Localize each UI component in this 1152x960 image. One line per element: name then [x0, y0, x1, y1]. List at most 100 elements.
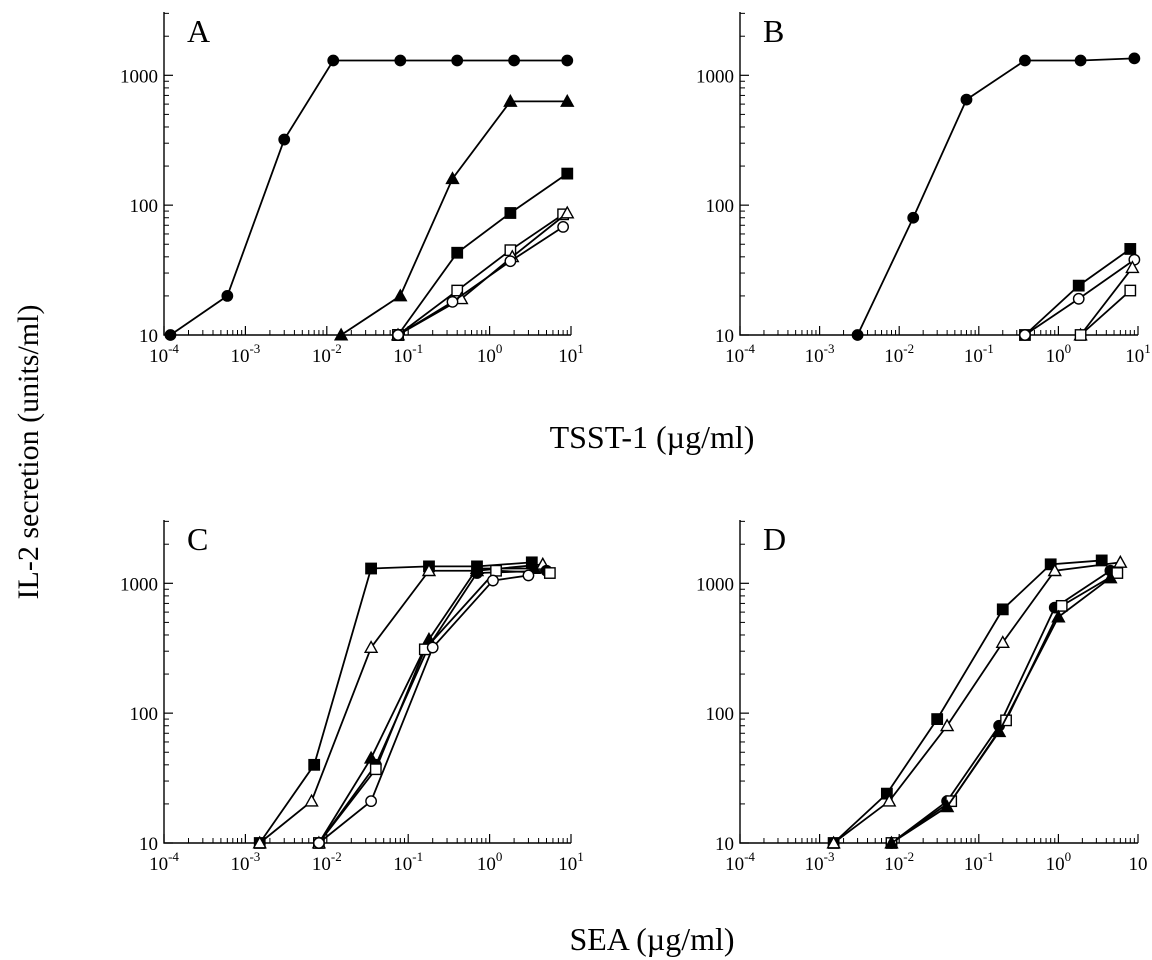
x-tick-label: 101: [558, 341, 584, 367]
series-line: [397, 213, 564, 336]
y-tick-label: 10: [715, 834, 734, 855]
y-tick-label: 10: [139, 834, 158, 855]
data-point: [1019, 54, 1031, 67]
x-tick-label: 10-2: [884, 341, 914, 367]
series-filled-triangle: [884, 570, 1118, 849]
data-point: [557, 221, 570, 233]
data-point: [504, 207, 517, 219]
data-point: [504, 255, 517, 268]
panel-label: A: [187, 13, 210, 49]
data-point: [1103, 570, 1118, 584]
data-point: [508, 54, 521, 67]
series-line: [890, 577, 1111, 844]
data-point: [1074, 54, 1087, 67]
data-point: [421, 563, 437, 577]
x-tick-label: 10-3: [230, 849, 260, 875]
panel-c: 10-4 10-3 10-2 10-1 100 101 10 100 1000 C: [120, 520, 584, 875]
data-point: [960, 93, 973, 106]
series-line: [318, 569, 550, 844]
series-line: [833, 559, 1102, 844]
series-filled-circle: [851, 52, 1141, 341]
x-tick-label: 10-4: [725, 849, 755, 875]
x-tick-label: 10-3: [805, 341, 835, 367]
y-tick-label: 100: [706, 196, 735, 217]
series-filled-square: [827, 554, 1108, 849]
data-point: [939, 718, 955, 732]
data-point: [392, 329, 404, 341]
data-point: [1125, 260, 1140, 274]
x-tick-label: 10-1: [393, 849, 423, 875]
series-filled-triangle: [333, 93, 575, 341]
data-point: [882, 793, 897, 807]
y-tick-label: 1000: [696, 574, 734, 595]
data-point: [1111, 567, 1124, 579]
data-point: [490, 564, 502, 577]
series-line: [259, 563, 543, 844]
series-line: [1079, 267, 1134, 336]
x-tick-label: 10-2: [884, 849, 914, 875]
panel-b: 10-4 10-3 10-2 10-1 100 101 10 100 1000 B: [696, 12, 1151, 367]
data-point: [487, 574, 499, 587]
data-point: [164, 329, 177, 341]
x-tick-label: 100: [477, 849, 503, 875]
y-tick-label: 1000: [120, 574, 158, 595]
data-point: [333, 327, 349, 341]
panels: 10-4 10-3 10-2 10-1 100 101 10 100 1000 A 10-4 10-3…: [120, 12, 1151, 875]
x-tick-label: 10: [1129, 854, 1148, 875]
data-point: [826, 835, 841, 849]
data-point: [522, 569, 535, 582]
data-point: [1044, 558, 1057, 571]
data-point: [221, 290, 234, 302]
data-point: [561, 167, 574, 180]
series-line: [397, 172, 568, 336]
data-point: [503, 93, 518, 107]
series-line: [258, 561, 532, 844]
data-point: [543, 567, 556, 579]
data-point: [1055, 599, 1068, 612]
data-point: [393, 288, 408, 302]
series-line: [1079, 289, 1131, 336]
data-point: [560, 205, 575, 219]
data-point: [1124, 243, 1137, 255]
data-point: [1019, 329, 1031, 341]
data-point: [304, 793, 319, 807]
data-point: [1124, 284, 1137, 297]
series-filled-square: [253, 556, 538, 849]
series-filled-circle: [313, 564, 553, 849]
data-point: [445, 171, 460, 185]
series-line: [397, 226, 564, 336]
y-tick-label: 1000: [696, 66, 734, 87]
x-tick-label: 10-1: [393, 341, 423, 367]
series-open-square: [1074, 284, 1137, 341]
x-tick-label: 10-3: [805, 849, 835, 875]
data-point: [1047, 563, 1062, 577]
y-tick-label: 10: [139, 326, 158, 347]
y-tick-label: 10: [715, 326, 734, 347]
x-tick-label: 10-2: [312, 341, 342, 367]
panel-a: 10-4 10-3 10-2 10-1 100 101 10 100 1000 A: [120, 12, 584, 367]
y-tick-label: 100: [130, 196, 159, 217]
data-point: [939, 799, 955, 813]
series-open-circle: [392, 221, 570, 341]
data-point: [313, 837, 325, 849]
data-point: [1113, 554, 1128, 568]
y-axis-label: IL-2 secretion (units/ml): [12, 305, 45, 600]
data-point: [363, 640, 379, 654]
x-tick-label: 10-4: [149, 849, 179, 875]
data-point: [1074, 329, 1087, 341]
data-point: [991, 724, 1007, 738]
series-open-triangle: [252, 556, 550, 849]
x-tick-label: 101: [1125, 341, 1151, 367]
data-point: [278, 133, 291, 146]
data-point: [394, 54, 407, 67]
x-tick-label: 100: [1046, 341, 1072, 367]
x-tick-label: 10-1: [964, 341, 994, 367]
panel-label: C: [187, 521, 208, 557]
x-tick-label: 100: [477, 341, 503, 367]
x-tick-label: 10-2: [312, 849, 342, 875]
series-line: [169, 59, 568, 336]
data-point: [560, 93, 575, 107]
series-line: [856, 57, 1135, 336]
x-tick-label: 10-4: [725, 341, 755, 367]
data-point: [451, 54, 464, 67]
